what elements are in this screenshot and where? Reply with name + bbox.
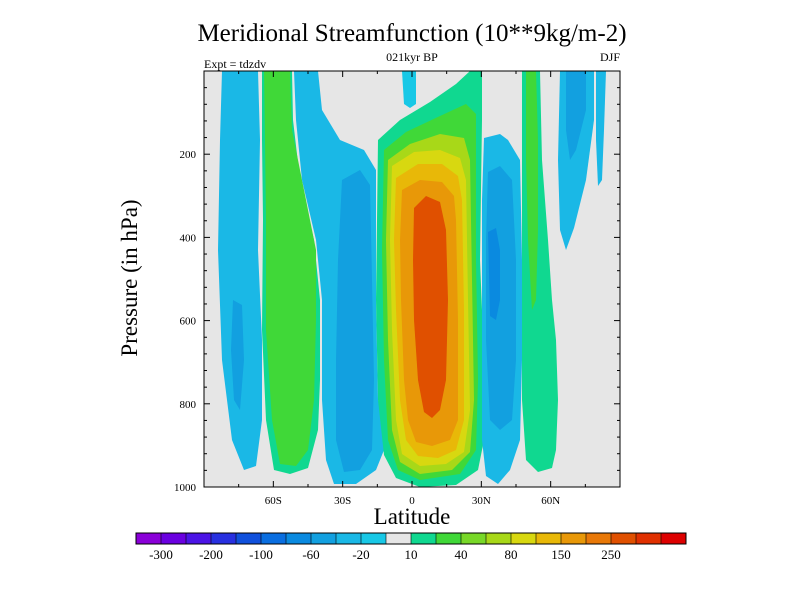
- contour-hadley-250: [413, 196, 448, 418]
- colorbar-swatch: [136, 533, 162, 544]
- colorbar-swatch: [436, 533, 462, 544]
- colorbar-swatch: [661, 533, 687, 544]
- colorbar-label: 150: [551, 547, 571, 562]
- contour-nh-polar-cyan: [596, 71, 606, 186]
- colorbar-swatch: [361, 533, 387, 544]
- x-tick-label: 60S: [265, 495, 282, 507]
- contour-sh-polar-cell-inner: [231, 300, 244, 410]
- colorbar-swatch: [311, 533, 337, 544]
- x-tick-label: 60N: [541, 495, 560, 507]
- colorbar-swatch: [261, 533, 287, 544]
- colorbar-swatch: [186, 533, 212, 544]
- colorbar-swatch: [636, 533, 662, 544]
- colorbar-swatch: [461, 533, 487, 544]
- colorbar-swatch: [511, 533, 537, 544]
- colorbar: -300 -200 -100 -60 -20 10 40 80 150 250: [135, 532, 687, 562]
- subtitle-left: Expt = tdzdv: [204, 57, 266, 71]
- colorbar-swatch: [486, 533, 512, 544]
- contour-field: [204, 71, 620, 487]
- subtitle-center: 021kyr BP: [386, 50, 438, 64]
- colorbar-label: -20: [352, 547, 369, 562]
- y-axis-title: Pressure (in hPa): [117, 199, 142, 356]
- chart-title: Meridional Streamfunction (10**9kg/m-2): [197, 20, 626, 47]
- colorbar-swatch: [336, 533, 362, 544]
- y-tick-label: 200: [180, 149, 197, 161]
- x-tick-label: 0: [409, 495, 415, 507]
- y-axis: 200 400 600 800 1000: [174, 87, 620, 494]
- colorbar-swatch: [536, 533, 562, 544]
- colorbar-label: 40: [455, 547, 468, 562]
- contour-nh-ferrel-core: [488, 228, 500, 320]
- colorbar-label: -200: [199, 547, 223, 562]
- contour-equator-cyan: [402, 71, 416, 108]
- x-axis: 60S 30S 0 30N 60N: [238, 71, 586, 507]
- x-tick-label: 30N: [472, 495, 491, 507]
- colorbar-swatch: [161, 533, 187, 544]
- contour-sh-ferrel-core: [264, 71, 316, 466]
- subtitle-right: DJF: [600, 50, 620, 64]
- colorbar-swatch: [611, 533, 637, 544]
- colorbar-swatch: [561, 533, 587, 544]
- y-tick-label: 400: [180, 232, 197, 244]
- colorbar-swatch: [586, 533, 612, 544]
- colorbar-swatch: [411, 533, 437, 544]
- y-tick-label: 600: [180, 316, 197, 328]
- colorbar-label: 80: [505, 547, 518, 562]
- x-tick-label: 30S: [334, 495, 351, 507]
- y-tick-label: 1000: [174, 482, 197, 494]
- y-tick-label: 800: [180, 399, 197, 411]
- contour-nh-polar-core: [526, 71, 538, 310]
- colorbar-label: 10: [405, 547, 418, 562]
- contour-sh-polar-cell: [218, 71, 262, 470]
- contour-nh-highlat-blue: [566, 71, 586, 160]
- colorbar-swatch: [286, 533, 312, 544]
- colorbar-swatch: [236, 533, 262, 544]
- colorbar-label: -300: [149, 547, 173, 562]
- contour-sh-subtropical-blue: [336, 170, 374, 472]
- colorbar-swatch: [211, 533, 237, 544]
- colorbar-swatch: [386, 533, 412, 544]
- colorbar-label: 250: [601, 547, 621, 562]
- colorbar-label: -100: [249, 547, 273, 562]
- colorbar-label: -60: [302, 547, 319, 562]
- x-axis-title: Latitude: [374, 504, 451, 529]
